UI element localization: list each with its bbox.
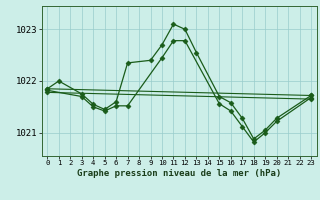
X-axis label: Graphe pression niveau de la mer (hPa): Graphe pression niveau de la mer (hPa) [77,169,281,178]
